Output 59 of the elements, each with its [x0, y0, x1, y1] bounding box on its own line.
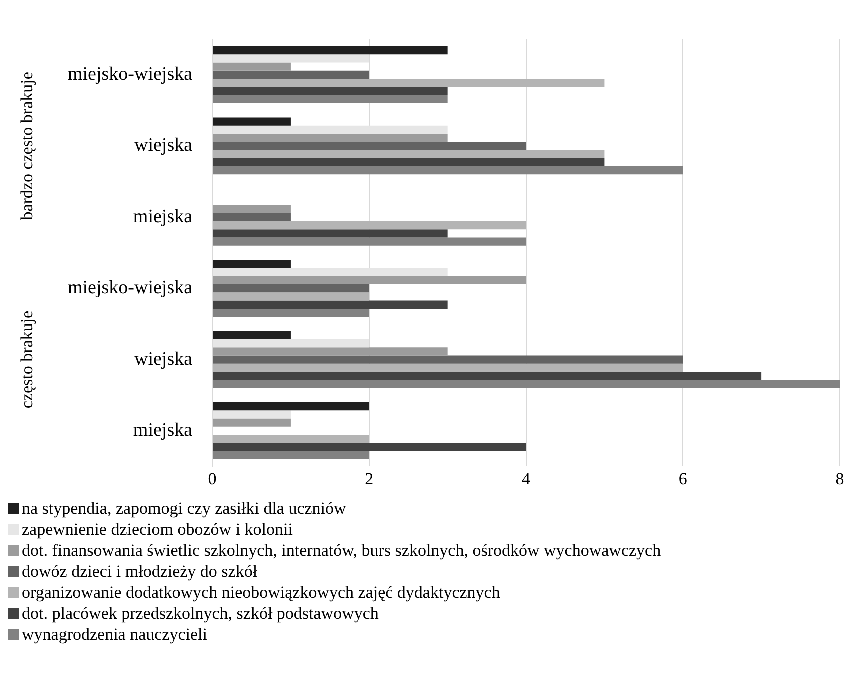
bar — [213, 451, 370, 460]
legend-label: wynagrodzenia nauczycieli — [22, 624, 208, 645]
bar — [213, 142, 526, 150]
legend-label: dot. finansowania świetlic szkolnych, internatów, burs szkolnych, ośrodków wychowawczych — [22, 540, 662, 561]
bar — [213, 292, 370, 301]
text: często brakuje — [17, 310, 36, 409]
text: bardzo często brakuje — [17, 72, 36, 220]
bar — [213, 70, 370, 80]
legend-label: na stypendia, zapomogi czy zasiłki dla uczniów — [22, 498, 346, 519]
legend-label: organizowanie dodatkowych nieobowiązkowych zajęć dydaktycznych — [22, 582, 500, 603]
bar — [213, 331, 291, 340]
bar — [213, 54, 370, 63]
y-tick-label: wiejska — [134, 348, 194, 370]
bar — [213, 95, 448, 104]
y-tick-label: miejska — [133, 206, 194, 228]
bar — [213, 380, 840, 388]
bar — [213, 364, 684, 372]
bar — [213, 118, 291, 126]
x-tick-label: 4 — [522, 469, 532, 488]
y-tick-label: miejsko-wiejska — [68, 64, 194, 85]
bar — [213, 443, 526, 452]
bar — [213, 158, 605, 167]
bar — [213, 435, 370, 444]
bar — [213, 308, 370, 318]
bar — [213, 260, 291, 268]
bar — [213, 410, 291, 419]
bar — [213, 230, 448, 238]
x-tick-label: 6 — [678, 469, 688, 488]
bar — [213, 339, 370, 348]
bar — [213, 372, 762, 380]
bar — [213, 62, 291, 71]
x-tick-label: 8 — [836, 469, 844, 488]
bar — [213, 284, 370, 293]
bar — [213, 87, 448, 96]
x-tick-label: 2 — [365, 469, 374, 488]
bar — [213, 348, 448, 356]
bar — [213, 166, 684, 175]
legend-label: zapewnienie dzieciom obozów i kolonii — [22, 519, 293, 540]
legend-label: dowóz dzieci i młodzieży do szkół — [22, 561, 258, 582]
bar — [213, 300, 448, 309]
bar — [213, 268, 448, 276]
bar — [213, 213, 291, 222]
y-tick-label: miejsko-wiejska — [68, 278, 194, 299]
bar — [213, 418, 291, 427]
bar — [213, 402, 370, 411]
bar — [213, 276, 526, 285]
bar — [213, 238, 526, 246]
bar — [213, 205, 291, 214]
y-tick-label: wiejska — [134, 135, 194, 156]
y-tick-label: miejska — [133, 420, 194, 441]
x-tick-label: 0 — [208, 469, 217, 488]
bar — [213, 126, 448, 134]
bar — [213, 356, 684, 364]
bar — [213, 134, 448, 142]
bar — [213, 79, 605, 88]
bar — [213, 150, 605, 158]
bar — [213, 46, 448, 55]
bar — [213, 221, 526, 230]
legend-label: dot. placówek przedszkolnych, szkół podstawowych — [22, 603, 379, 624]
